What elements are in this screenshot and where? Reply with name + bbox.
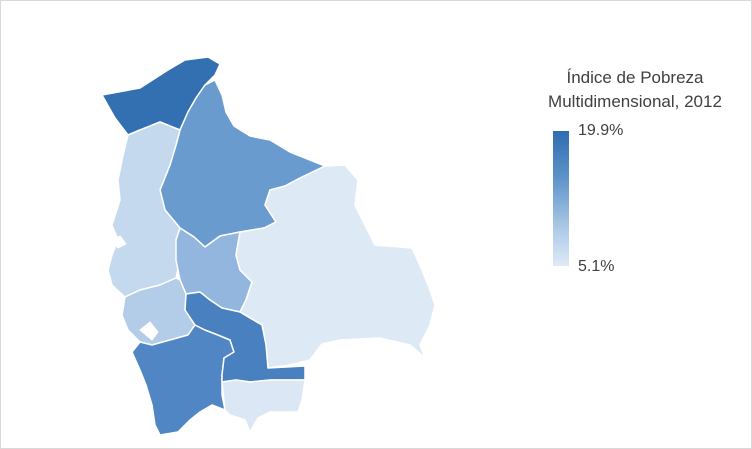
legend-color-scale [553,131,569,266]
legend-title-line1: Índice de Pobreza [566,68,704,87]
salar-icon [139,321,159,341]
region-tarija[interactable] [221,379,306,433]
lake-icon [111,235,127,249]
legend-title: Índice de Pobreza Multidimensional, 2012 [530,66,740,114]
legend-title-line2: Multidimensional, 2012 [548,92,722,111]
legend-max-label: 19.9% [578,122,624,139]
legend-min-label: 5.1% [578,258,615,275]
